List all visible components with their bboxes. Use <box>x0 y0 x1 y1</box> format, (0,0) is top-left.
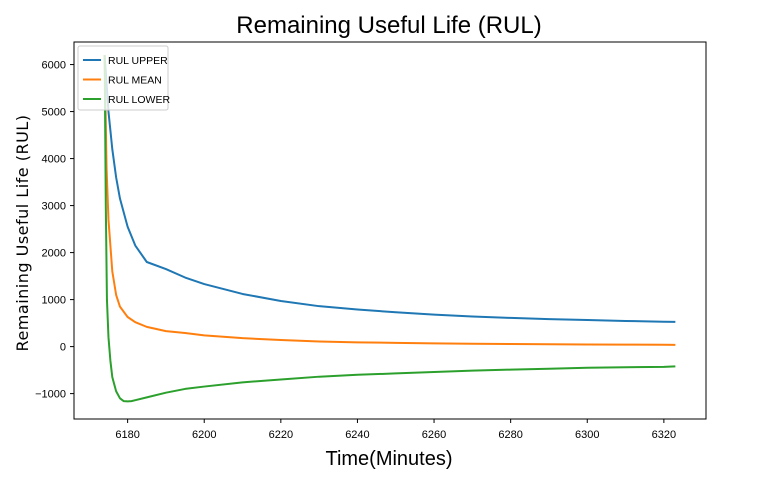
legend-label: RUL MEAN <box>108 75 162 87</box>
y-tick-label: 2000 <box>42 248 66 260</box>
plot-frame <box>73 41 707 420</box>
y-tick-label: 1000 <box>42 295 66 307</box>
y-tick-label: 0 <box>60 342 66 354</box>
y-tick-label: 4000 <box>42 154 66 166</box>
x-tick-label: 6200 <box>192 429 216 441</box>
x-tick-label: 6220 <box>269 429 293 441</box>
ticks: 6180 6200 6220 6240 6260 6280 6300 6320 −1000 0 10… <box>35 60 676 441</box>
series-line-rul-mean <box>103 55 676 346</box>
y-tick-label: 3000 <box>42 201 66 213</box>
plot-lines <box>103 55 676 403</box>
legend-box <box>77 45 169 111</box>
legend-label: RUL UPPER <box>108 55 168 67</box>
series-line-rul-upper <box>103 55 676 323</box>
x-tick-label: 6260 <box>422 429 446 441</box>
series-line-rul-lower <box>103 55 676 403</box>
x-tick-label: 6240 <box>345 429 369 441</box>
x-tick-label: 6280 <box>498 429 522 441</box>
x-tick-label: 6320 <box>652 429 676 441</box>
y-tick-label: 6000 <box>42 60 66 72</box>
legend: RUL UPPER RUL MEAN RUL LOWER <box>77 45 170 111</box>
legend-label: RUL LOWER <box>108 94 170 106</box>
chart-title: Remaining Useful Life (RUL) <box>236 12 541 39</box>
y-tick-label: 5000 <box>42 107 66 119</box>
y-axis-label: Remaining Useful Life (RUL) <box>13 115 32 352</box>
x-tick-label: 6180 <box>115 429 139 441</box>
x-tick-label: 6300 <box>575 429 599 441</box>
y-tick-label: −1000 <box>35 389 66 401</box>
x-axis-label: Time(Minutes) <box>325 448 452 470</box>
